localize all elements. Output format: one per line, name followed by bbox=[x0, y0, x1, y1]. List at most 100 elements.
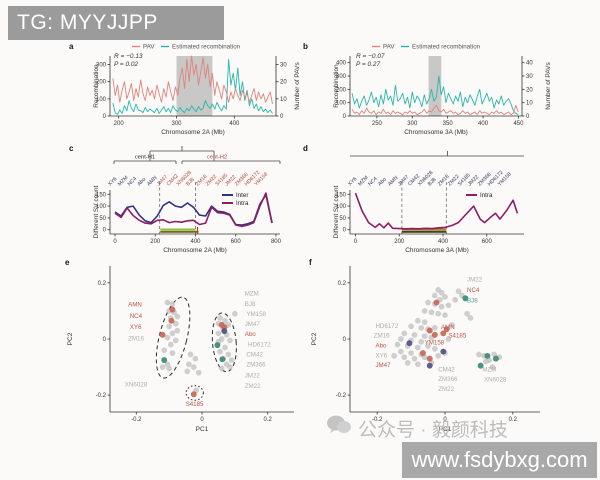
svg-text:XN6028: XN6028 bbox=[484, 377, 507, 384]
svg-text:Number of PAVs: Number of PAVs bbox=[545, 62, 552, 110]
svg-text:BJ8: BJ8 bbox=[427, 177, 438, 188]
svg-text:ZM16: ZM16 bbox=[374, 333, 390, 340]
svg-text:S4185: S4185 bbox=[186, 401, 204, 408]
svg-text:600: 600 bbox=[482, 239, 493, 245]
data-point bbox=[419, 349, 427, 357]
svg-text:250: 250 bbox=[372, 121, 383, 127]
data-point bbox=[476, 351, 482, 358]
data-point bbox=[169, 301, 176, 307]
svg-text:ZM16: ZM16 bbox=[128, 335, 144, 342]
svg-text:Abo: Abo bbox=[375, 342, 387, 349]
data-point bbox=[404, 359, 411, 366]
data-point bbox=[435, 310, 442, 317]
data-point bbox=[443, 326, 450, 333]
svg-text:XY6: XY6 bbox=[347, 176, 358, 187]
data-point bbox=[492, 355, 499, 362]
data-point bbox=[482, 358, 489, 365]
svg-text:CM42: CM42 bbox=[438, 366, 455, 373]
svg-text:150: 150 bbox=[336, 192, 347, 198]
data-point bbox=[166, 323, 173, 330]
svg-text:PC2: PC2 bbox=[311, 332, 318, 345]
svg-text:0: 0 bbox=[354, 239, 358, 245]
svg-text:Inter: Inter bbox=[236, 192, 248, 199]
svg-text:0: 0 bbox=[343, 228, 347, 234]
cluster-ellipse bbox=[155, 296, 191, 379]
cluster-ellipse bbox=[211, 312, 237, 373]
svg-text:40: 40 bbox=[526, 61, 533, 67]
data-point bbox=[185, 361, 192, 368]
svg-text:100: 100 bbox=[336, 101, 347, 107]
series-PAV bbox=[112, 55, 273, 105]
svg-text:MZM: MZM bbox=[482, 366, 496, 373]
data-point bbox=[391, 352, 398, 359]
svg-text:0.2: 0.2 bbox=[98, 281, 107, 287]
data-point bbox=[438, 289, 445, 296]
svg-text:-0.2: -0.2 bbox=[336, 393, 347, 399]
svg-text:Different SV count: Different SV count bbox=[333, 185, 340, 238]
svg-text:0: 0 bbox=[526, 114, 530, 120]
series-PAV bbox=[351, 104, 519, 116]
data-point bbox=[431, 292, 438, 299]
svg-text:S4185: S4185 bbox=[448, 333, 466, 340]
region-bar bbox=[401, 230, 447, 233]
data-point bbox=[484, 352, 491, 359]
data-point bbox=[418, 324, 425, 331]
data-point bbox=[445, 336, 452, 342]
data-point bbox=[164, 299, 171, 306]
region-bar bbox=[401, 228, 447, 231]
series-Inter bbox=[114, 193, 273, 226]
svg-text:100: 100 bbox=[336, 204, 347, 210]
svg-text:400: 400 bbox=[438, 239, 449, 245]
svg-text:XY6: XY6 bbox=[107, 176, 118, 187]
highlight-band bbox=[428, 56, 442, 116]
data-point bbox=[168, 317, 175, 324]
data-point bbox=[440, 348, 447, 355]
svg-text:200: 200 bbox=[96, 80, 107, 86]
svg-text:ZM22: ZM22 bbox=[245, 383, 261, 390]
data-point bbox=[414, 361, 421, 368]
panel-a-chart: 0 100 200 300 0 10 20 30 200 300 400 PAV Estimated r… bbox=[93, 44, 301, 137]
p-value: P = 0.27 bbox=[356, 61, 381, 68]
svg-text:200: 200 bbox=[150, 239, 161, 245]
data-point bbox=[445, 302, 452, 309]
data-point bbox=[435, 352, 442, 359]
svg-text:PC2: PC2 bbox=[67, 332, 74, 345]
svg-text:JM47: JM47 bbox=[375, 362, 391, 369]
data-point bbox=[433, 299, 440, 306]
data-point bbox=[426, 362, 433, 369]
watermark-website: www.fsdybxg.com bbox=[402, 442, 597, 478]
svg-text:YM158: YM158 bbox=[246, 311, 266, 318]
svg-text:150: 150 bbox=[96, 192, 107, 198]
cluster-ellipse bbox=[185, 385, 204, 401]
svg-text:NC4: NC4 bbox=[127, 176, 139, 188]
svg-text:ZM22: ZM22 bbox=[438, 386, 454, 393]
wechat-icon bbox=[326, 414, 352, 442]
data-point bbox=[169, 306, 176, 313]
svg-text:-0.2: -0.2 bbox=[96, 393, 107, 399]
svg-text:-0.2: -0.2 bbox=[372, 417, 383, 423]
svg-text:20: 20 bbox=[526, 87, 533, 93]
data-point bbox=[442, 312, 448, 319]
data-point bbox=[401, 330, 408, 337]
svg-text:XN6028: XN6028 bbox=[125, 382, 148, 389]
svg-text:800: 800 bbox=[271, 239, 282, 245]
svg-text:Chromosome 2A (Mb): Chromosome 2A (Mb) bbox=[161, 129, 225, 136]
svg-text:PC1: PC1 bbox=[439, 426, 452, 433]
data-point bbox=[421, 319, 428, 326]
data-point bbox=[464, 310, 470, 317]
panel-label-e: e bbox=[65, 258, 70, 267]
series-Intra bbox=[114, 192, 273, 228]
data-point bbox=[214, 342, 221, 349]
svg-text:JM22: JM22 bbox=[245, 373, 261, 380]
panel-d: d XY6 MZM NC4 Abo AMN JM47 CM42 XN6028 BJ8 ZM16 ZM… bbox=[300, 142, 555, 255]
data-point bbox=[428, 309, 435, 316]
data-point bbox=[190, 364, 197, 370]
svg-text:10: 10 bbox=[526, 101, 533, 107]
series-Intra bbox=[354, 192, 519, 230]
data-point bbox=[227, 364, 233, 370]
svg-text:400: 400 bbox=[190, 239, 201, 245]
svg-text:Abo: Abo bbox=[245, 331, 257, 338]
data-point bbox=[452, 296, 459, 303]
svg-text:0: 0 bbox=[343, 337, 347, 343]
